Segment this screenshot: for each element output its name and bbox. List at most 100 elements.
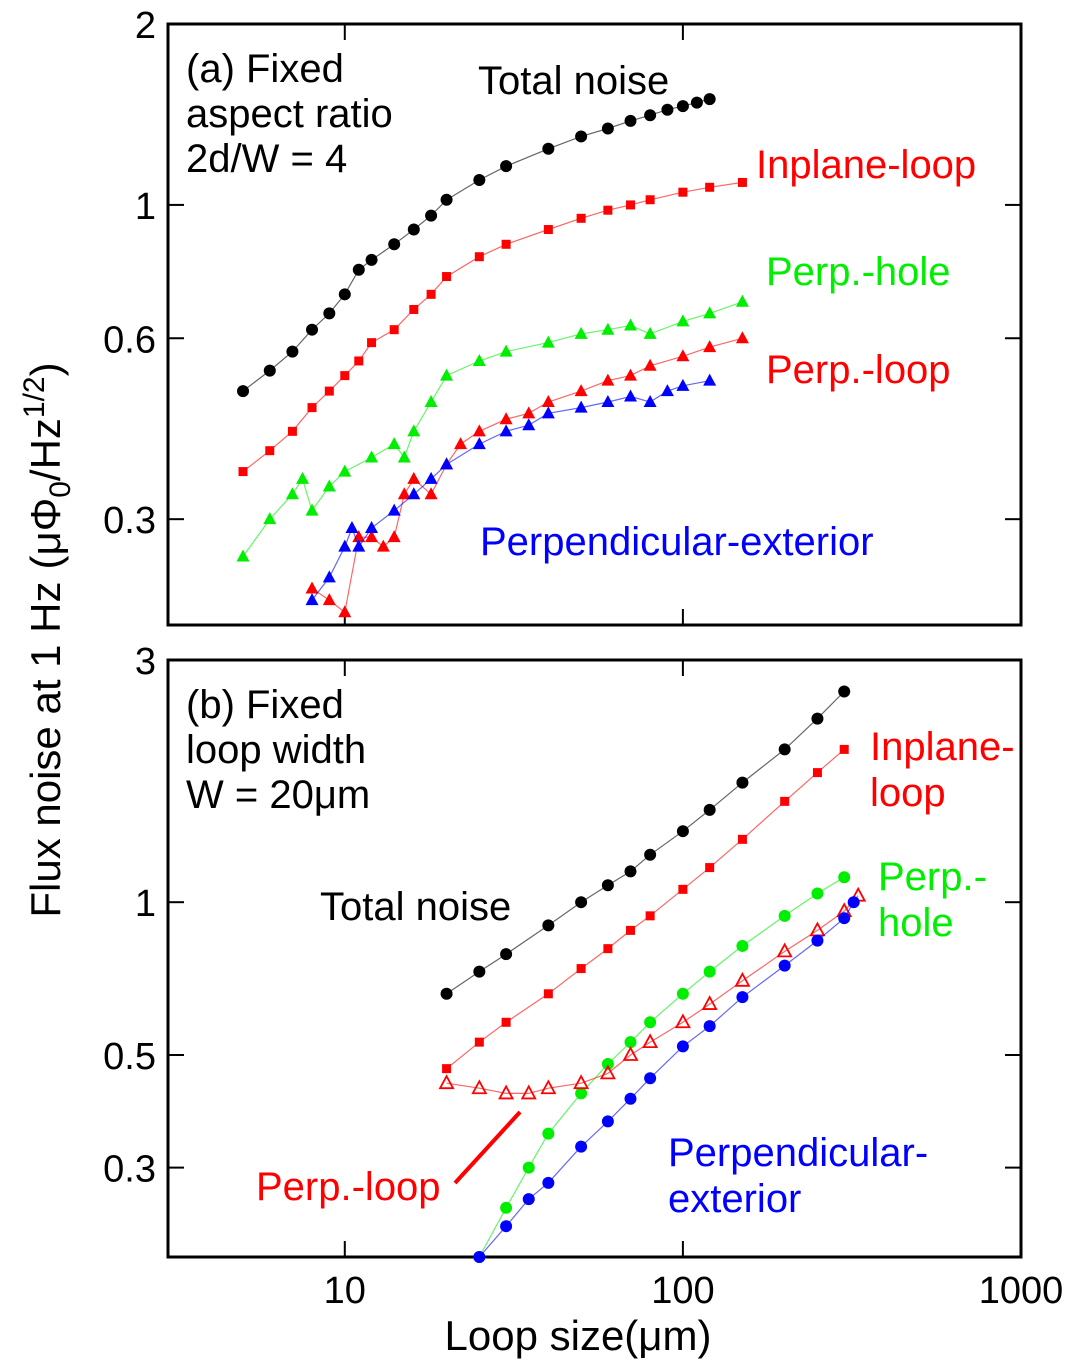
panel-a-series-inplane-loop-point xyxy=(603,205,613,215)
panel-a-series-perp-hole-point xyxy=(440,368,454,381)
panel-a-series-total-noise-point xyxy=(365,253,378,266)
panel-b-series-perp-hole-point xyxy=(500,1201,513,1214)
panel-a-label-perpendicular-exterior: Perpendicular-exterior xyxy=(480,520,874,564)
panel-a-series-perp-hole-point xyxy=(397,450,411,463)
panel-b-series-perp-loop-point xyxy=(599,1064,616,1080)
y-axis-label-units-mid: /Hz xyxy=(22,418,69,481)
panel-b-series-total-noise-point xyxy=(838,685,851,698)
panel-a-series-inplane-loop-point xyxy=(287,426,297,436)
panel-a-series-perp-hole-point xyxy=(285,487,299,500)
panel-b-label-perp-hole-line2: hole xyxy=(878,901,954,945)
panel-b-series-perpendicular-exterior-point xyxy=(847,896,860,909)
panel-a-series-total-noise-point xyxy=(323,307,336,320)
panel-b-series-total-noise-point xyxy=(703,803,716,816)
panel-b-series-perpendicular-exterior-point xyxy=(473,1251,486,1263)
panel-b-series-perp-loop-point xyxy=(701,995,718,1010)
panel-a-series-total-noise-point xyxy=(286,345,299,358)
panel-b-label-inplane-loop: Inplane-loop xyxy=(870,725,1015,815)
panel-b-series-perp-hole-line xyxy=(478,876,845,1258)
panel-a-series-inplane-loop-point xyxy=(501,239,511,249)
panel-a-series-perpendicular-exterior-point xyxy=(574,400,588,413)
panel-a-series-perp-loop-line xyxy=(311,337,743,614)
panel-b-series-inplane-loop-point xyxy=(780,796,790,806)
panel-a-series-perpendicular-exterior-point xyxy=(352,539,366,552)
panel-a-series-perp-loop-point xyxy=(472,424,486,437)
panel-a-series-total-noise-point xyxy=(425,209,438,222)
panel-a-series-perp-hole-point xyxy=(601,322,615,335)
panel-b-series-inplane-loop-point xyxy=(645,911,655,921)
x-axis-label: Loop size(μm) xyxy=(445,1312,712,1359)
panel-a-series-inplane-loop-point xyxy=(645,195,655,205)
plot-layer: 0.3 0.6 1 2 10 100 1000 0.3 0.5 1 3 xyxy=(103,5,1063,1312)
panel-a-series-perp-hole-point xyxy=(541,335,555,348)
panel-a-series-perp-loop-point xyxy=(365,530,379,543)
panel-a-series-inplane-loop-point xyxy=(426,289,436,299)
panel-a-series-perp-loop-point xyxy=(397,487,411,500)
panel-a-series-perp-hole-point xyxy=(387,437,401,450)
panel-a-series-inplane-loop-point xyxy=(678,187,688,197)
panel-a-series-inplane-loop-point xyxy=(307,403,317,413)
panel-b-ytick-label: 3 xyxy=(135,641,156,683)
panel-a-series-total-noise-point xyxy=(601,122,614,135)
panel-a-ytick-label: 0.3 xyxy=(103,500,156,542)
panel-a-series-perp-hole-point xyxy=(624,318,638,331)
panel-a-series-perpendicular-exterior-point xyxy=(703,373,717,386)
panel-a-series-perp-hole-point xyxy=(735,294,749,307)
panel-a-series-perp-hole-point xyxy=(338,464,352,477)
panel-a-annotation-line1: (a) Fixed xyxy=(186,47,344,91)
y-axis-label-units-open: (μΦ xyxy=(22,498,69,570)
panel-a-label-total-noise: Total noise xyxy=(478,59,669,103)
panel-a-series-total-noise-point xyxy=(690,96,703,109)
panel-b-series-total-noise-line xyxy=(446,691,845,995)
panel-a-series-perpendicular-exterior-point xyxy=(407,487,421,500)
panel-a-series-total-noise-point xyxy=(352,263,365,276)
panel-a-series-perpendicular-exterior-point xyxy=(440,457,454,470)
y-axis-label-units-sub: 0 xyxy=(44,481,77,498)
panel-a-series-perpendicular-exterior-point xyxy=(601,394,615,407)
panel-a-annotation-line3: 2d/W = 4 xyxy=(186,137,347,181)
panel-b-series-total-noise-point xyxy=(542,919,555,932)
panel-b-series-inplane-loop-point xyxy=(474,1037,484,1047)
panel-a-series-total-noise-point xyxy=(338,288,351,301)
panel-b-series-perp-loop-point xyxy=(540,1079,557,1095)
panel-b-series-perpendicular-exterior-point xyxy=(736,991,749,1004)
panel-b-xtick-label: 100 xyxy=(651,1270,714,1312)
panel-b-xtick-label: 10 xyxy=(324,1270,366,1312)
panel-b-series-perpendicular-exterior-point xyxy=(575,1140,588,1153)
panel-b-label-perp-hole-line1: Perp.- xyxy=(878,855,987,899)
y-axis-label-main: Flux noise at 1 Hz xyxy=(22,581,69,917)
panel-b-series-perp-hole-point xyxy=(575,1087,588,1100)
panel-b-annotation-line3: W = 20μm xyxy=(186,773,370,817)
panel-a-series-inplane-loop-point xyxy=(543,225,553,235)
panel-b-series-total-noise-point xyxy=(500,948,513,961)
panel-a-series-total-noise-point xyxy=(306,323,319,336)
panel-b-label-perpendicular-exterior: Perpendicular-exterior xyxy=(668,1131,928,1221)
panel-a-ytick-label: 2 xyxy=(135,5,156,47)
panel-b-label-total-noise: Total noise xyxy=(320,885,511,929)
panel-a-series-perp-hole-point xyxy=(676,314,690,327)
panel-a-frame xyxy=(166,22,1023,627)
panel-a-series-perp-loop-point xyxy=(735,331,749,344)
panel-a-series-perp-hole-point xyxy=(263,512,277,525)
panel-b-series-perp-loop-point xyxy=(622,1046,639,1061)
panel-a-series-total-noise-point xyxy=(676,100,689,113)
panel-a-series-perp-loop-point xyxy=(703,340,717,353)
panel-b-series-perpendicular-exterior-point xyxy=(703,1020,716,1033)
panel-a-series-inplane-loop-point xyxy=(238,467,248,477)
panel-b-ytick-label: 0.3 xyxy=(103,1149,156,1191)
panel-a-annotation-line2: aspect ratio xyxy=(186,92,393,136)
panel-b-series-perpendicular-exterior-point xyxy=(676,1040,689,1053)
panel-a-series-inplane-loop-point xyxy=(576,213,586,223)
panel-a-series-perp-hole-point xyxy=(424,394,438,407)
panel-a-series-perp-loop-point xyxy=(541,394,555,407)
panel-a-series-perpendicular-exterior-point xyxy=(643,394,657,407)
panel-b-series-total-noise-point xyxy=(644,848,657,861)
panel-b-series-perp-hole-point xyxy=(542,1127,555,1140)
panel-a-series-total-noise-point xyxy=(575,130,588,143)
panel-b-annotation-line2: loop width xyxy=(186,728,366,772)
panel-a-series-inplane-loop-point xyxy=(737,177,747,187)
panel-b-series-inplane-loop-point xyxy=(626,925,636,935)
panel-a-series-perpendicular-exterior-line xyxy=(311,380,710,601)
panel-a-series-perp-hole-line xyxy=(242,301,743,557)
panel-a-series-perp-hole-point xyxy=(305,503,319,516)
